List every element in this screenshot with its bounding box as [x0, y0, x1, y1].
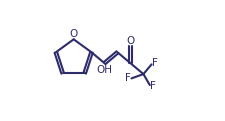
- Text: OH: OH: [96, 65, 112, 75]
- Text: O: O: [126, 36, 134, 46]
- Text: F: F: [151, 58, 157, 68]
- Text: F: F: [125, 73, 130, 83]
- Text: F: F: [150, 81, 155, 91]
- Text: O: O: [69, 29, 77, 39]
